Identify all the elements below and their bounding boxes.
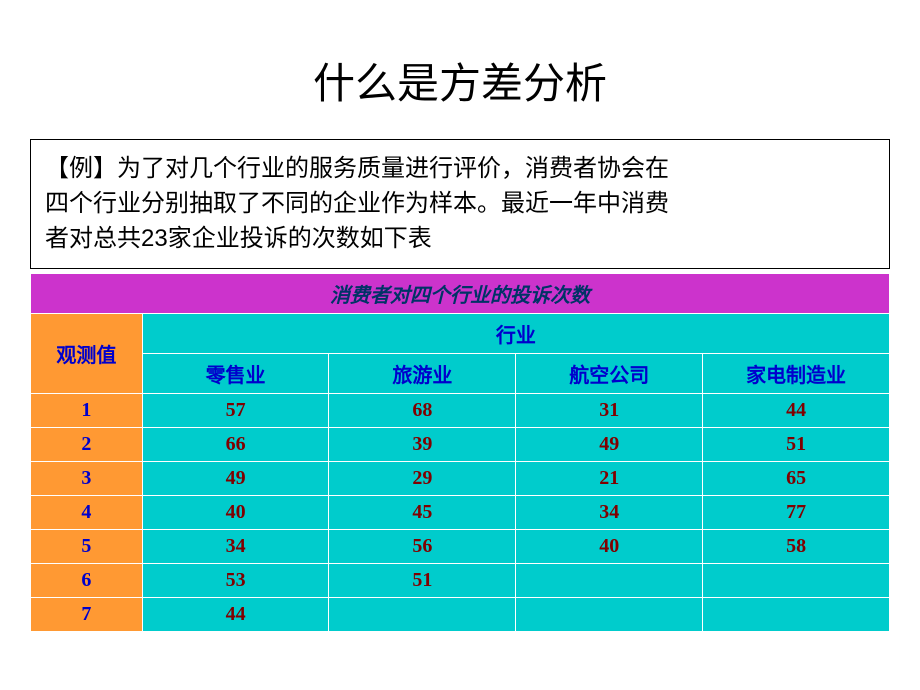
table-row: 5 34 56 40 58 <box>31 530 890 564</box>
data-cell: 34 <box>142 530 329 564</box>
table-row: 2 66 39 49 51 <box>31 428 890 462</box>
data-cell <box>703 598 890 632</box>
table-row: 7 44 <box>31 598 890 632</box>
table-group-row: 观测值 行业 <box>31 314 890 354</box>
table-top-header-row: 消费者对四个行业的投诉次数 <box>31 274 890 314</box>
data-cell: 77 <box>703 496 890 530</box>
table-row: 3 49 29 21 65 <box>31 462 890 496</box>
example-line3b: 家企业投诉的次数如下表 <box>168 226 432 252</box>
group-header: 行业 <box>142 314 889 354</box>
data-cell: 57 <box>142 394 329 428</box>
example-tag: 【例】 <box>45 156 117 182</box>
obs-label: 5 <box>31 530 143 564</box>
data-cell: 29 <box>329 462 516 496</box>
data-cell: 34 <box>516 496 703 530</box>
data-cell: 53 <box>142 564 329 598</box>
col-header-2: 航空公司 <box>516 354 703 394</box>
data-cell: 68 <box>329 394 516 428</box>
data-cell: 39 <box>329 428 516 462</box>
col-header-3: 家电制造业 <box>703 354 890 394</box>
data-cell: 44 <box>703 394 890 428</box>
data-cell: 45 <box>329 496 516 530</box>
data-cell <box>703 564 890 598</box>
data-cell: 65 <box>703 462 890 496</box>
data-cell: 49 <box>516 428 703 462</box>
data-cell: 31 <box>516 394 703 428</box>
table-row: 6 53 51 <box>31 564 890 598</box>
example-box: 【例】为了对几个行业的服务质量进行评价，消费者协会在 四个行业分别抽取了不同的企… <box>30 139 890 269</box>
example-count: 23 <box>141 225 168 252</box>
data-cell: 66 <box>142 428 329 462</box>
obs-label: 4 <box>31 496 143 530</box>
col-header-1: 旅游业 <box>329 354 516 394</box>
data-cell: 56 <box>329 530 516 564</box>
slide: 什么是方差分析 【例】为了对几个行业的服务质量进行评价，消费者协会在 四个行业分… <box>0 0 920 690</box>
data-table: 消费者对四个行业的投诉次数 观测值 行业 零售业 旅游业 航空公司 家电制造业 … <box>30 273 890 632</box>
example-line3a: 者对总共 <box>45 226 141 252</box>
obs-label: 2 <box>31 428 143 462</box>
data-cell: 21 <box>516 462 703 496</box>
table-row: 1 57 68 31 44 <box>31 394 890 428</box>
data-cell: 51 <box>703 428 890 462</box>
data-cell <box>329 598 516 632</box>
obs-label: 1 <box>31 394 143 428</box>
data-cell: 40 <box>516 530 703 564</box>
data-cell: 40 <box>142 496 329 530</box>
example-line2: 四个行业分别抽取了不同的企业作为样本。最近一年中消费 <box>45 191 669 217</box>
col-header-0: 零售业 <box>142 354 329 394</box>
data-cell: 58 <box>703 530 890 564</box>
data-cell: 51 <box>329 564 516 598</box>
obs-label: 7 <box>31 598 143 632</box>
page-title: 什么是方差分析 <box>30 50 890 111</box>
table-row: 4 40 45 34 77 <box>31 496 890 530</box>
obs-label: 6 <box>31 564 143 598</box>
data-cell: 44 <box>142 598 329 632</box>
data-cell <box>516 598 703 632</box>
obs-header: 观测值 <box>31 314 143 394</box>
example-line1: 为了对几个行业的服务质量进行评价，消费者协会在 <box>117 156 669 182</box>
data-cell: 49 <box>142 462 329 496</box>
table-col-header-row: 零售业 旅游业 航空公司 家电制造业 <box>31 354 890 394</box>
obs-label: 3 <box>31 462 143 496</box>
table-top-header: 消费者对四个行业的投诉次数 <box>31 274 890 314</box>
data-cell <box>516 564 703 598</box>
